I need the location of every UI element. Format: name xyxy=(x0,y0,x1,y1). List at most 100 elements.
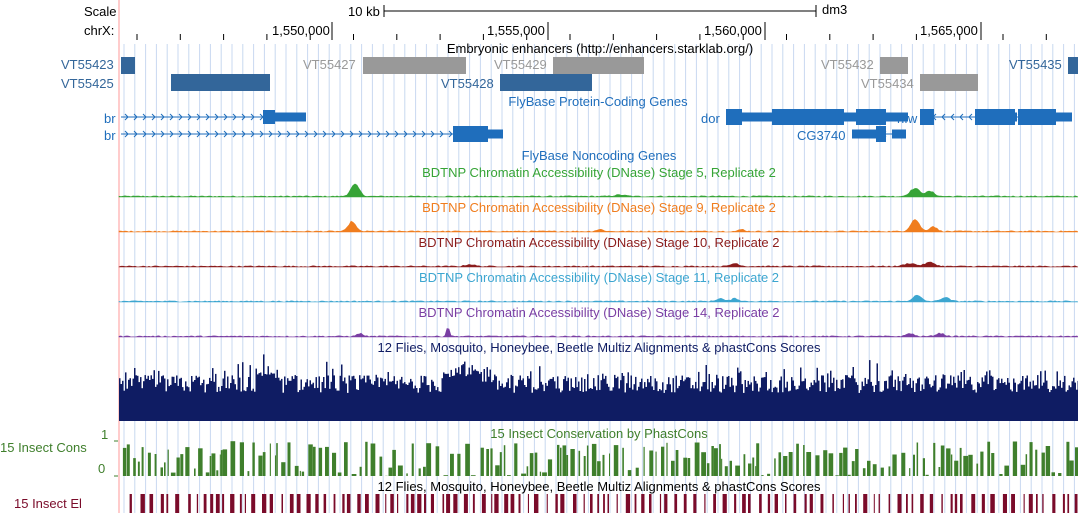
phastcons-bar xyxy=(344,442,348,476)
strand-chevron xyxy=(124,130,129,138)
multiz-bar xyxy=(518,379,520,421)
multiz-bar xyxy=(440,391,442,421)
multiz-bar xyxy=(698,371,700,421)
multiz-bar xyxy=(531,392,533,421)
multiz-bar xyxy=(906,385,908,421)
phastcons-bar xyxy=(301,471,305,476)
phastcons-bar xyxy=(925,474,929,476)
multiz-bar xyxy=(587,374,589,421)
multiz-bar xyxy=(429,391,431,421)
multiz-bar xyxy=(1023,389,1025,421)
phastcons-bar xyxy=(534,452,538,476)
multiz-bar xyxy=(557,376,559,421)
multiz-bar xyxy=(788,391,790,421)
phastcons-side-label[interactable]: 15 Insect Cons xyxy=(0,440,87,455)
enhancer-label-vt55434[interactable]: VT55434 xyxy=(861,76,914,91)
conserved-element xyxy=(734,494,737,513)
noncoding-track-title[interactable]: FlyBase Noncoding Genes xyxy=(521,148,677,163)
elements-track-title[interactable]: 12 Flies, Mosquito, Honeybee, Beetle Mul… xyxy=(377,479,821,494)
phastcons-bar xyxy=(397,465,403,476)
multiz-bar xyxy=(944,375,946,421)
multiz-bar xyxy=(782,392,784,421)
elements-side-label[interactable]: 15 Insect El xyxy=(14,496,82,511)
enhancer-label-vt55425[interactable]: VT55425 xyxy=(61,76,114,91)
phastcons-bar xyxy=(547,459,553,476)
strand-chevron xyxy=(259,130,264,138)
ruler-tick-4: 1,565,000 xyxy=(920,23,978,38)
multiz-bar xyxy=(234,384,236,421)
phastcons-bar xyxy=(591,443,597,476)
phastcons-track-title[interactable]: 15 Insect Conservation by PhastCons xyxy=(490,426,708,441)
multiz-bar xyxy=(216,391,218,421)
phastcons-bar xyxy=(724,466,728,476)
gene-label-cg3740[interactable]: CG3740 xyxy=(797,128,846,143)
multiz-bar xyxy=(846,375,848,421)
gene-label-br-2[interactable]: br xyxy=(104,128,116,143)
multiz-bar xyxy=(780,376,782,421)
enhancer-label-vt55427[interactable]: VT55427 xyxy=(303,57,356,72)
multiz-bar xyxy=(317,387,319,421)
multiz-bar xyxy=(767,390,769,421)
multiz-bar xyxy=(623,375,625,421)
phastcons-bar xyxy=(480,447,484,476)
dnase-stage11-signal xyxy=(118,294,1078,303)
enhancer-label-vt55428[interactable]: VT55428 xyxy=(441,76,494,91)
genes-track-title[interactable]: FlyBase Protein-Coding Genes xyxy=(508,94,688,109)
multiz-bar xyxy=(240,391,242,421)
conserved-element xyxy=(222,494,225,513)
multiz-bar xyxy=(495,376,497,421)
multiz-bar xyxy=(638,386,640,421)
dnase-stage10-title[interactable]: BDTNP Chromatin Accessibility (DNase) St… xyxy=(418,235,780,250)
phastcons-bar xyxy=(752,457,755,476)
multiz-bar xyxy=(639,382,641,421)
gene-label-br-1[interactable]: br xyxy=(104,111,116,126)
multiz-bar xyxy=(218,386,220,421)
phastcons-bar xyxy=(526,466,529,476)
multiz-track-title[interactable]: 12 Flies, Mosquito, Honeybee, Beetle Mul… xyxy=(377,340,821,355)
phastcons-bar xyxy=(365,441,368,476)
multiz-bar xyxy=(243,390,245,421)
phastcons-bar xyxy=(913,454,915,476)
multiz-bar xyxy=(812,385,814,421)
conserved-element xyxy=(430,494,434,513)
multiz-bar xyxy=(242,362,244,421)
multiz-bar xyxy=(1053,386,1055,421)
strand-chevron xyxy=(448,130,453,138)
multiz-bar xyxy=(878,381,880,421)
gene-cg3740-exon xyxy=(852,129,876,139)
enhancers-track-title[interactable]: Embryonic enhancers (http://enhancers.st… xyxy=(446,41,754,56)
multiz-bar xyxy=(1008,382,1010,421)
multiz-bar xyxy=(432,381,434,421)
enhancer-label-vt55435[interactable]: VT55435 xyxy=(1009,57,1062,72)
enhancer-label-vt55429[interactable]: VT55429 xyxy=(494,57,547,72)
multiz-bar xyxy=(260,372,262,421)
multiz-bar xyxy=(479,373,481,421)
multiz-bar xyxy=(273,373,275,421)
gene-label-dor[interactable]: dor xyxy=(701,111,720,126)
multiz-bar xyxy=(678,385,680,421)
dnase-stage14-title[interactable]: BDTNP Chromatin Accessibility (DNase) St… xyxy=(418,305,780,320)
dnase-stage5-title[interactable]: BDTNP Chromatin Accessibility (DNase) St… xyxy=(422,165,776,180)
multiz-bar xyxy=(125,372,127,421)
multiz-bar xyxy=(896,390,898,421)
phastcons-bar xyxy=(1051,472,1055,476)
dnase-stage9-title[interactable]: BDTNP Chromatin Accessibility (DNase) St… xyxy=(422,200,776,215)
enhancer-label-vt55423[interactable]: VT55423 xyxy=(61,57,114,72)
gene-label-hfw[interactable]: hfw xyxy=(897,111,918,126)
gene-hfw-exon xyxy=(1056,112,1072,122)
multiz-bar xyxy=(858,392,860,421)
conserved-element xyxy=(166,494,169,513)
strand-chevron xyxy=(322,130,327,138)
enhancer-label-vt55432[interactable]: VT55432 xyxy=(821,57,874,72)
dnase-stage11-title[interactable]: BDTNP Chromatin Accessibility (DNase) St… xyxy=(418,270,780,285)
conserved-element xyxy=(597,494,599,513)
strand-chevron xyxy=(241,130,246,138)
multiz-bar xyxy=(828,387,830,421)
multiz-bar xyxy=(1022,376,1024,421)
multiz-bar xyxy=(719,391,721,421)
conserved-element xyxy=(481,494,486,513)
multiz-bar xyxy=(779,380,781,421)
enhancer-block-vt55427 xyxy=(363,57,466,74)
multiz-bar xyxy=(863,386,865,421)
conserved-element xyxy=(1062,494,1065,513)
